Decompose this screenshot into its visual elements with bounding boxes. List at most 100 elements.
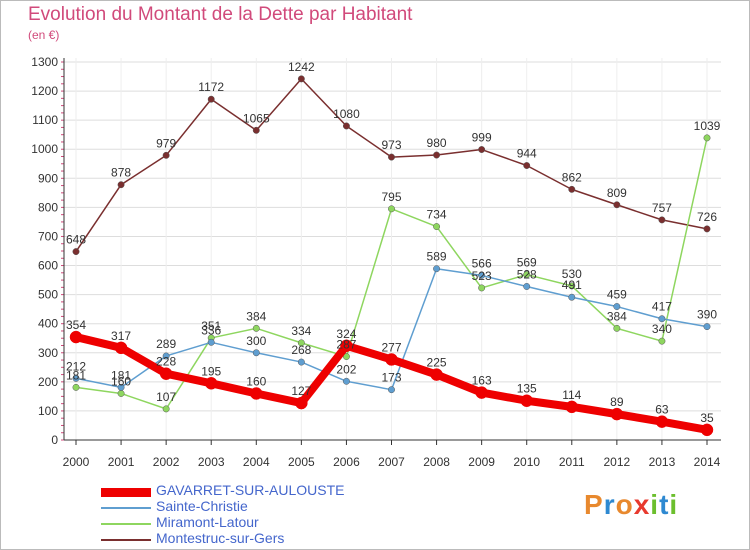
data-label: 726 (697, 210, 717, 224)
data-point (568, 293, 576, 301)
data-point (703, 323, 711, 331)
data-label: 228 (156, 355, 176, 369)
data-point (342, 122, 350, 130)
data-label: 384 (607, 309, 627, 323)
data-point (433, 151, 441, 159)
data-point (207, 95, 215, 103)
data-label: 340 (652, 322, 672, 336)
data-point (162, 352, 170, 360)
x-tick-label: 2002 (153, 455, 180, 469)
data-label: 979 (156, 136, 176, 150)
data-label: 757 (652, 201, 672, 215)
logo-letter: x (633, 489, 651, 520)
data-point (658, 315, 666, 323)
data-point (204, 377, 218, 390)
logo-letter: o (615, 489, 634, 520)
y-tick-label: 1300 (31, 55, 58, 69)
data-point (72, 383, 80, 391)
data-label: 1172 (198, 80, 224, 94)
data-label: 268 (291, 343, 311, 357)
x-tick-label: 2003 (198, 455, 225, 469)
data-label: 862 (562, 170, 582, 184)
data-label: 114 (562, 388, 581, 402)
data-point (565, 400, 579, 414)
data-label: 1065 (243, 111, 270, 125)
data-point (523, 162, 531, 169)
data-point (433, 223, 441, 231)
data-label: 944 (517, 147, 537, 161)
legend-label: Miramont-Latour (156, 514, 259, 530)
data-label: 523 (472, 269, 492, 283)
x-tick-label: 2001 (108, 455, 135, 469)
data-label: 277 (381, 340, 401, 354)
data-label: 809 (607, 186, 627, 200)
y-tick-label: 700 (38, 229, 58, 243)
data-label: 225 (427, 356, 447, 370)
data-label: 63 (655, 403, 669, 417)
data-label: 127 (291, 384, 311, 398)
data-label: 35 (700, 411, 714, 425)
data-label: 980 (427, 136, 447, 150)
data-point (478, 284, 486, 292)
data-label: 999 (472, 131, 492, 145)
data-label: 795 (381, 190, 401, 204)
y-tick-label: 900 (38, 171, 58, 185)
y-tick-label: 1200 (31, 84, 58, 98)
data-label: 107 (156, 390, 176, 404)
data-label: 569 (517, 256, 537, 270)
y-tick-label: 0 (51, 433, 58, 447)
data-label: 390 (697, 308, 717, 322)
data-point (478, 271, 486, 279)
y-tick-label: 300 (38, 346, 58, 360)
data-point (610, 407, 624, 421)
data-label: 1080 (333, 107, 360, 121)
data-point (117, 181, 125, 189)
data-label: 135 (517, 382, 537, 396)
legend-swatch (101, 487, 151, 497)
data-label: 202 (336, 362, 356, 376)
x-tick-label: 2006 (333, 455, 360, 469)
data-label: 287 (336, 338, 356, 352)
data-point (655, 415, 669, 428)
data-label: 351 (201, 319, 221, 333)
y-tick-label: 800 (38, 200, 58, 214)
data-label: 1039 (694, 119, 721, 133)
logo-letter: r (603, 489, 616, 520)
data-label: 973 (381, 138, 401, 152)
data-point (520, 394, 533, 407)
data-label: 173 (381, 371, 401, 385)
data-label: 528 (517, 267, 537, 281)
data-label: 1242 (288, 60, 315, 74)
data-label: 89 (610, 395, 624, 409)
data-label: 530 (562, 267, 582, 281)
data-point (207, 338, 215, 346)
data-label: 648 (66, 233, 86, 247)
data-point (388, 205, 395, 213)
data-point (388, 386, 395, 394)
data-point (340, 339, 353, 353)
y-tick-label: 1000 (31, 142, 58, 156)
data-point (433, 265, 441, 273)
data-point (162, 151, 170, 159)
data-point (69, 330, 83, 344)
data-point (703, 225, 711, 233)
data-point (252, 349, 260, 357)
y-tick-label: 400 (38, 317, 58, 331)
chart-title: Evolution du Montant de la Dette par Hab… (28, 4, 413, 25)
y-tick-label: 100 (38, 404, 58, 418)
data-label: 195 (201, 364, 221, 378)
data-label: 566 (472, 256, 492, 270)
data-label: 212 (66, 359, 86, 373)
data-point (252, 126, 260, 134)
data-point (114, 341, 128, 355)
data-point (297, 75, 305, 83)
data-point (523, 283, 531, 290)
legend-swatch (101, 539, 151, 541)
data-point (613, 324, 621, 332)
legend-swatch (101, 523, 151, 525)
x-tick-label: 2008 (423, 455, 450, 469)
data-label: 336 (201, 323, 221, 337)
chart-unit: (en €) (28, 28, 60, 42)
x-tick-label: 2010 (513, 455, 540, 469)
